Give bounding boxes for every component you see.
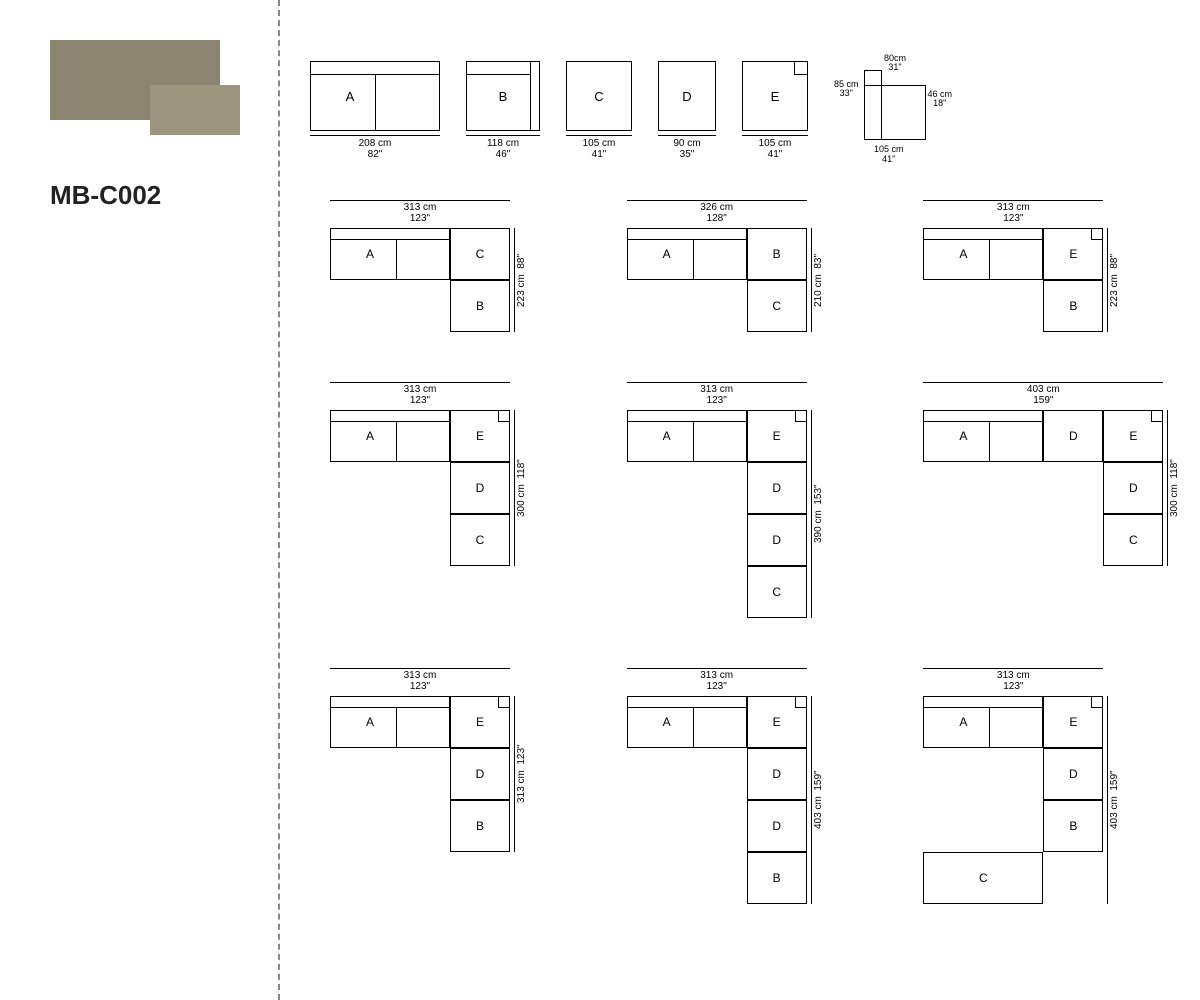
cell-d: D — [747, 514, 807, 566]
height-dim: 223 cm 88" — [1109, 228, 1120, 332]
height-dim: 210 cm 83" — [813, 228, 824, 332]
module-e-dim: 105 cm41" — [742, 135, 808, 160]
config-4: 313 cm123" 300 cm 118" AEDC — [310, 382, 587, 586]
module-c-dim: 105 cm41" — [566, 135, 632, 160]
cell-e: E — [450, 696, 510, 748]
config-8: 313 cm123" 403 cm 159" AEDDB — [607, 668, 884, 924]
page: MB-C002 A 208 cm82" B 118 cm46" C 105 cm… — [0, 0, 1200, 1000]
left-column: MB-C002 — [0, 0, 280, 1000]
config-3: 313 cm123" 223 cm 88" AEB — [903, 200, 1180, 352]
cell-d: D — [1043, 748, 1103, 800]
model-code: MB-C002 — [50, 180, 258, 211]
module-b-dim: 118 cm46" — [466, 135, 540, 160]
height-dim: 223 cm 88" — [516, 228, 527, 332]
width-dim: 313 cm123" — [330, 382, 510, 406]
cell-a: A — [627, 228, 747, 280]
cell-a: A — [923, 228, 1043, 280]
module-b: B 118 cm46" — [466, 61, 540, 160]
cell-e: E — [1103, 410, 1163, 462]
cell-c: C — [923, 852, 1043, 904]
cell-d: D — [450, 748, 510, 800]
module-e: E 105 cm41" — [742, 61, 808, 160]
width-dim: 403 cm159" — [923, 382, 1163, 406]
cell-e: E — [1043, 228, 1103, 280]
height-dim: 300 cm 118" — [516, 410, 527, 566]
cell-a: A — [627, 410, 747, 462]
height-dim: 390 cm 153" — [813, 410, 824, 618]
cell-b: B — [450, 280, 510, 332]
cell-a: A — [330, 410, 450, 462]
width-dim: 313 cm123" — [923, 668, 1103, 692]
config-1: 313 cm123" 223 cm 88" ACB — [310, 200, 587, 352]
height-dim: 300 cm 118" — [1169, 410, 1180, 566]
cell-a: A — [923, 410, 1043, 462]
cell-a: A — [330, 228, 450, 280]
height-dim: 313 cm 123" — [516, 696, 527, 852]
cell-d: D — [1043, 410, 1103, 462]
side-elevation: 80cm31" 85 cm33" 46 cm18" 105 cm41" — [834, 60, 944, 160]
cell-b: B — [1043, 280, 1103, 332]
cell-b: B — [747, 228, 807, 280]
cell-b: B — [450, 800, 510, 852]
cell-c: C — [747, 566, 807, 618]
width-dim: 313 cm123" — [923, 200, 1103, 224]
product-thumbnail — [50, 40, 220, 120]
module-d-dim: 90 cm35" — [658, 135, 716, 160]
config-9: 313 cm123" 403 cm 159" AEDBC — [903, 668, 1180, 924]
cell-a: A — [923, 696, 1043, 748]
module-e-shape: E — [742, 61, 808, 131]
cell-e: E — [747, 696, 807, 748]
module-d-shape: D — [658, 61, 716, 131]
cell-e: E — [1043, 696, 1103, 748]
module-a: A 208 cm82" — [310, 61, 440, 160]
cell-c: C — [747, 280, 807, 332]
module-a-dim: 208 cm82" — [310, 135, 440, 160]
config-7: 313 cm123" 313 cm 123" AEDB — [310, 668, 587, 872]
module-b-shape: B — [466, 61, 540, 131]
config-2: 326 cm128" 210 cm 83" ABC — [607, 200, 884, 352]
width-dim: 313 cm123" — [627, 668, 807, 692]
width-dim: 313 cm123" — [330, 200, 510, 224]
cell-d: D — [747, 748, 807, 800]
cell-e: E — [747, 410, 807, 462]
module-a-shape: A — [310, 61, 440, 131]
width-dim: 313 cm123" — [330, 668, 510, 692]
module-c: C 105 cm41" — [566, 61, 632, 160]
config-6: 403 cm159"300 cm 118"ADEDC — [903, 382, 1180, 586]
cell-c: C — [1103, 514, 1163, 566]
config-5: 313 cm123" 390 cm 153" AEDDC — [607, 382, 884, 638]
cell-c: C — [450, 514, 510, 566]
cell-d: D — [450, 462, 510, 514]
cell-d: D — [1103, 462, 1163, 514]
height-dim: 403 cm 159" — [1109, 696, 1120, 904]
cell-d: D — [747, 462, 807, 514]
cell-d: D — [747, 800, 807, 852]
width-dim: 313 cm123" — [627, 382, 807, 406]
right-column: A 208 cm82" B 118 cm46" C 105 cm41" D — [280, 0, 1200, 1000]
width-dim: 326 cm128" — [627, 200, 807, 224]
cell-a: A — [627, 696, 747, 748]
cell-b: B — [1043, 800, 1103, 852]
cell-a: A — [330, 696, 450, 748]
config-grid: 313 cm123"223 cm 88"ACB326 cm128"210 cm … — [310, 200, 1180, 924]
cell-e: E — [450, 410, 510, 462]
cell-c: C — [450, 228, 510, 280]
module-d: D 90 cm35" — [658, 61, 716, 160]
cell-b: B — [747, 852, 807, 904]
module-c-shape: C — [566, 61, 632, 131]
height-dim: 403 cm 159" — [813, 696, 824, 904]
module-row: A 208 cm82" B 118 cm46" C 105 cm41" D — [310, 30, 1180, 160]
